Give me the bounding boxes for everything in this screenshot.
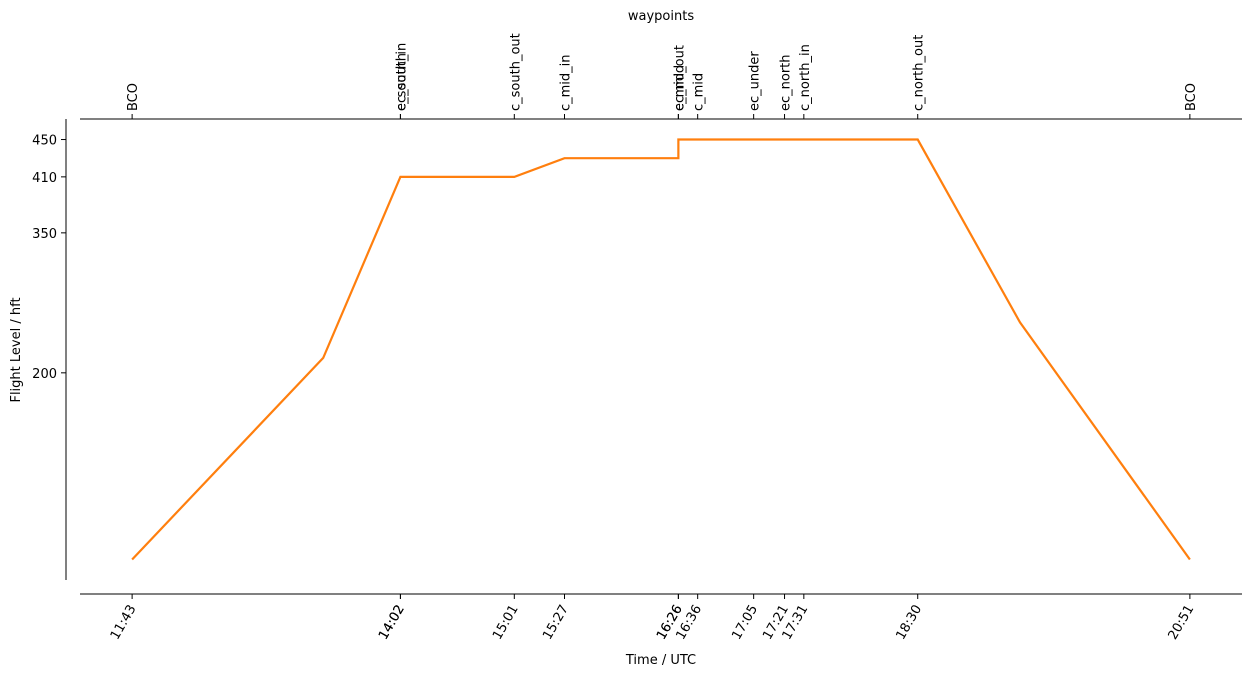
- y-tick-label: 450: [32, 134, 57, 149]
- x-tick-label: 17:05: [729, 603, 761, 643]
- flight-line: [131, 138, 1191, 561]
- x2-tick-label: ec_mid: [672, 65, 687, 111]
- y-axis-title: Flight Level / hft: [9, 297, 24, 402]
- x2-tick-label: c_mid: [692, 73, 707, 111]
- x-tick-label: 14:02: [376, 603, 408, 643]
- x2-tick-label: BCO: [126, 83, 141, 111]
- y-tick-label: 200: [32, 367, 57, 382]
- x-tick-label: 11:43: [108, 603, 140, 643]
- x2-tick-label: c_north_in: [798, 44, 813, 111]
- x2-tick-label: BCO: [1184, 83, 1199, 111]
- x-tick-label: 15:01: [490, 603, 522, 643]
- y-tick-label: 410: [32, 171, 57, 186]
- x-axis-title: Time / UTC: [625, 653, 696, 668]
- y-tick-label: 350: [32, 227, 57, 242]
- x2-tick-label: c_mid_out: [672, 45, 687, 111]
- x2-tick-label: c_south_out: [508, 33, 523, 111]
- x2-tick-label: c_north_out: [912, 35, 927, 111]
- top-axis-title: waypoints: [628, 9, 694, 24]
- x-tick-label: 20:51: [1166, 603, 1198, 643]
- x2-tick-label: ec_north: [779, 54, 794, 111]
- x2-tick-label: ec_south: [394, 53, 409, 111]
- x2-tick-label: c_mid_in: [558, 54, 573, 111]
- x-tick-label: 18:30: [893, 603, 925, 643]
- x2-tick-label: ec_under: [748, 51, 763, 111]
- x2-tick-label: c_south_in: [394, 43, 409, 111]
- x-tick-label: 15:27: [540, 603, 572, 643]
